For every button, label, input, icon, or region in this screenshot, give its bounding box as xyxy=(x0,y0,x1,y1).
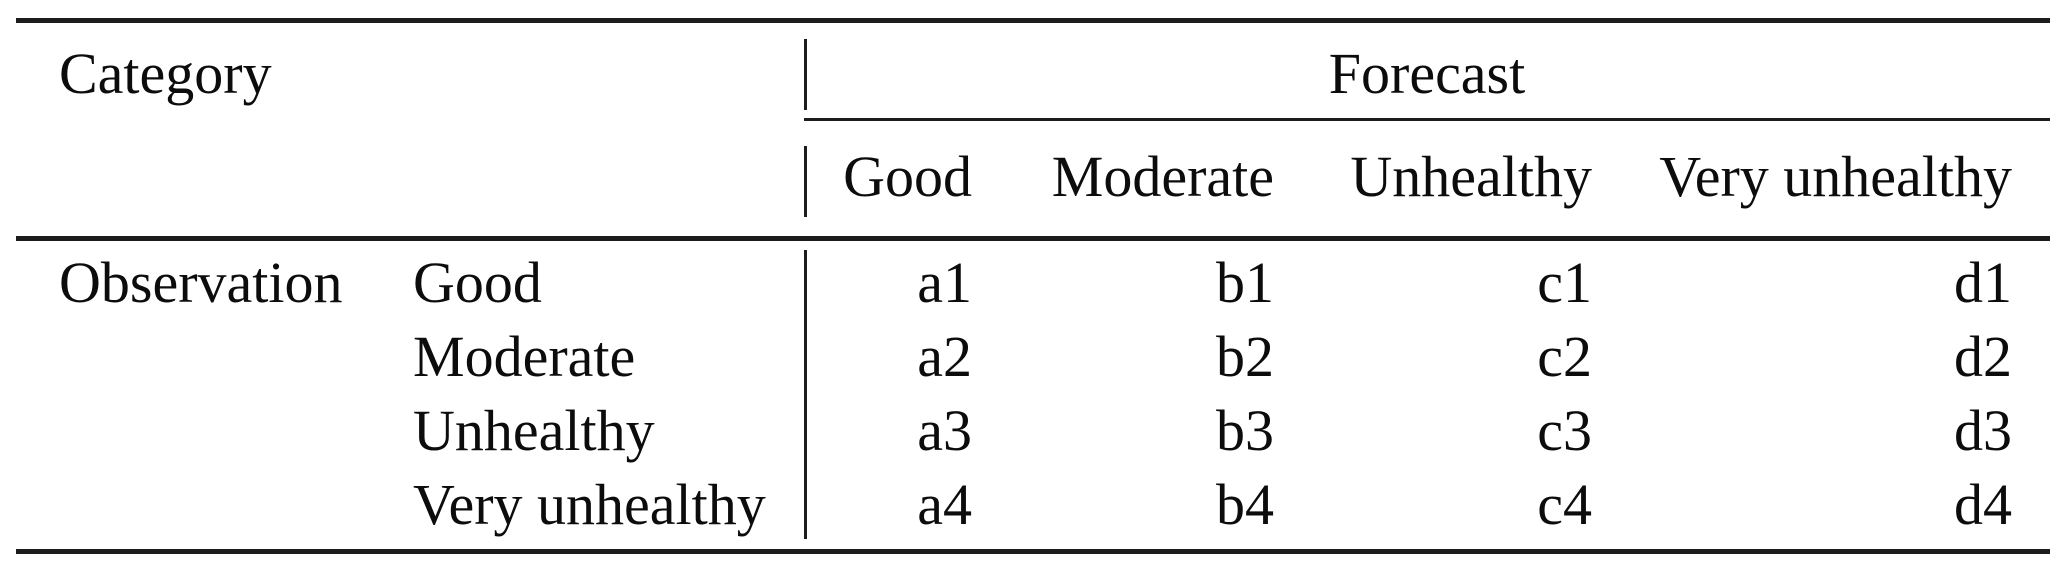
vertical-rule-body xyxy=(804,250,807,539)
vertical-rule-col-header xyxy=(804,146,807,217)
top-rule xyxy=(16,18,2050,23)
col-header-very-unhealthy: Very unhealthy xyxy=(1659,144,2012,209)
col-header-moderate: Moderate xyxy=(1051,144,1274,209)
vertical-rule-group-header xyxy=(804,39,807,110)
corner-header-category: Category xyxy=(59,41,272,106)
cell-b1: b1 xyxy=(1216,250,1274,315)
cell-b2: b2 xyxy=(1216,324,1274,389)
cell-b3: b3 xyxy=(1216,398,1274,463)
cell-d4: d4 xyxy=(1954,472,2012,537)
cell-a4: a4 xyxy=(917,472,972,537)
column-group-header-forecast: Forecast xyxy=(1328,41,1526,106)
row-label-good: Good xyxy=(413,250,542,315)
cell-d1: d1 xyxy=(1954,250,2012,315)
row-label-unhealthy: Unhealthy xyxy=(413,398,655,463)
cell-a2: a2 xyxy=(917,324,972,389)
row-label-moderate: Moderate xyxy=(413,324,636,389)
cell-c4: c4 xyxy=(1537,472,1592,537)
col-header-unhealthy: Unhealthy xyxy=(1350,144,1592,209)
cell-d3: d3 xyxy=(1954,398,2012,463)
col-header-good: Good xyxy=(843,144,972,209)
row-group-header-observation: Observation xyxy=(59,250,343,315)
cell-b4: b4 xyxy=(1216,472,1274,537)
cell-d2: d2 xyxy=(1954,324,2012,389)
cell-c3: c3 xyxy=(1537,398,1592,463)
row-label-very-unhealthy: Very unhealthy xyxy=(413,472,766,537)
cell-a1: a1 xyxy=(917,250,972,315)
mid-rule xyxy=(16,236,2050,241)
cell-a3: a3 xyxy=(917,398,972,463)
bottom-rule xyxy=(16,549,2050,554)
cell-c1: c1 xyxy=(1537,250,1592,315)
forecast-cmid-rule xyxy=(804,118,2050,121)
cell-c2: c2 xyxy=(1537,324,1592,389)
